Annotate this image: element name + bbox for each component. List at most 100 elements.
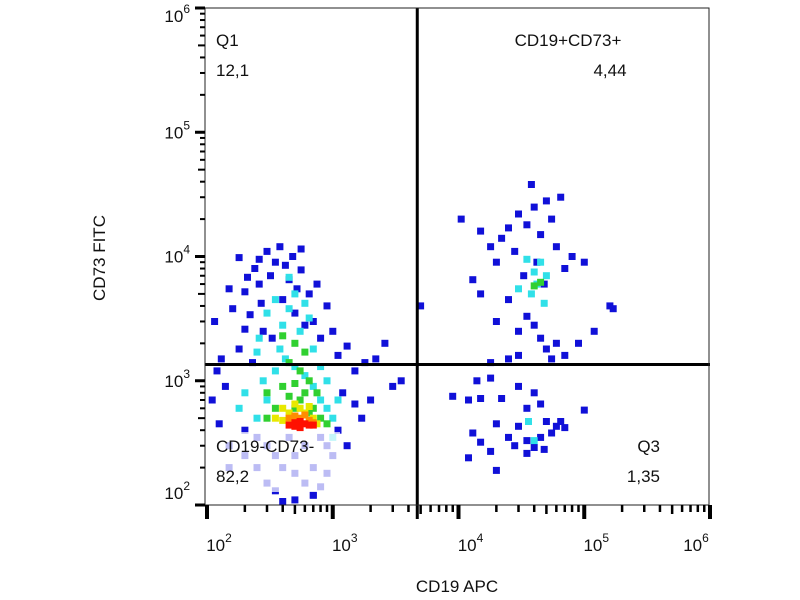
data-point xyxy=(505,433,512,441)
data-point xyxy=(246,311,254,319)
data-point xyxy=(263,389,271,397)
x-tick-label: 105 xyxy=(583,531,609,555)
data-point xyxy=(523,312,531,320)
data-point xyxy=(477,395,485,402)
data-point xyxy=(568,253,576,260)
data-point xyxy=(537,334,545,342)
data-point xyxy=(469,276,477,284)
data-point xyxy=(291,404,299,412)
data-point xyxy=(279,321,287,329)
data-point xyxy=(305,290,313,298)
data-point xyxy=(477,438,485,446)
data-point xyxy=(279,382,287,390)
data-point xyxy=(263,309,271,317)
data-point xyxy=(301,348,309,356)
data-point xyxy=(309,318,317,325)
data-point xyxy=(530,282,538,290)
data-point xyxy=(492,318,500,325)
data-point xyxy=(530,321,538,329)
data-point xyxy=(343,342,351,350)
data-point xyxy=(329,327,337,335)
data-point xyxy=(285,421,293,429)
data-point xyxy=(271,404,279,412)
data-point xyxy=(296,418,304,425)
data-point xyxy=(542,272,550,280)
quadrant-percent-lower-left: 82,2 xyxy=(216,467,249,486)
data-point xyxy=(309,345,317,353)
data-point xyxy=(215,420,223,428)
data-point xyxy=(477,290,485,298)
data-point xyxy=(317,414,325,422)
x-tick-label: 103 xyxy=(332,531,358,555)
data-point xyxy=(492,258,500,266)
data-point xyxy=(537,433,545,441)
data-point xyxy=(520,272,528,280)
data-point xyxy=(465,396,472,404)
data-point xyxy=(241,325,249,333)
data-point xyxy=(525,418,532,425)
data-point xyxy=(253,414,261,422)
data-point xyxy=(285,359,293,367)
quadrant-labels: Q1 12,1 CD19+CD73+ 4,44 CD19-CD73- 82,2 Q3 1,35 xyxy=(210,31,660,492)
data-point xyxy=(523,437,531,445)
data-point xyxy=(552,339,560,347)
data-point xyxy=(505,355,512,363)
data-point xyxy=(208,396,216,404)
data-point xyxy=(537,258,545,266)
data-point xyxy=(575,339,582,347)
data-point xyxy=(235,254,243,262)
data-point xyxy=(301,372,309,380)
data-point xyxy=(229,305,237,313)
x-axis-title: CD19 APC xyxy=(416,577,498,596)
data-point xyxy=(263,396,271,404)
data-point xyxy=(235,345,243,353)
data-point xyxy=(279,416,287,424)
data-point xyxy=(372,355,380,363)
data-point xyxy=(301,389,309,397)
quadrant-percent-upper-right: 4,44 xyxy=(593,61,626,80)
data-point xyxy=(296,367,304,375)
data-point xyxy=(449,392,457,400)
y-tick-label: 103 xyxy=(164,367,190,391)
data-point xyxy=(305,416,313,424)
data-point xyxy=(296,327,304,335)
data-point xyxy=(291,422,299,430)
data-point xyxy=(527,290,535,298)
x-axis: 102 103 104 105 106 xyxy=(205,505,712,555)
data-point xyxy=(281,261,289,269)
data-point xyxy=(487,447,495,455)
data-point xyxy=(313,389,321,397)
data-point xyxy=(291,290,299,298)
data-point xyxy=(309,421,317,429)
data-point xyxy=(213,367,221,375)
data-point xyxy=(291,419,299,427)
data-point xyxy=(301,411,309,419)
data-point xyxy=(268,334,276,342)
data-point xyxy=(557,193,565,201)
data-point xyxy=(505,224,512,232)
data-point xyxy=(351,400,359,408)
data-point xyxy=(367,396,375,404)
data-point xyxy=(241,288,249,296)
data-point xyxy=(255,280,263,288)
data-point xyxy=(279,296,287,304)
data-point xyxy=(317,396,325,404)
data-point xyxy=(305,403,313,410)
data-point xyxy=(249,359,256,367)
data-point xyxy=(305,409,313,417)
x-tick-label: 106 xyxy=(683,531,709,555)
data-point xyxy=(552,243,560,251)
data-point xyxy=(285,409,293,417)
data-point xyxy=(492,420,500,428)
data-point xyxy=(296,396,304,404)
data-point xyxy=(317,334,325,342)
data-point xyxy=(309,382,317,390)
data-point xyxy=(339,389,347,397)
data-point xyxy=(263,414,271,422)
data-point xyxy=(358,414,366,422)
data-point xyxy=(515,210,522,218)
data-point xyxy=(523,255,531,263)
quadrant-name-lower-right: Q3 xyxy=(637,437,660,456)
data-point xyxy=(276,243,284,251)
